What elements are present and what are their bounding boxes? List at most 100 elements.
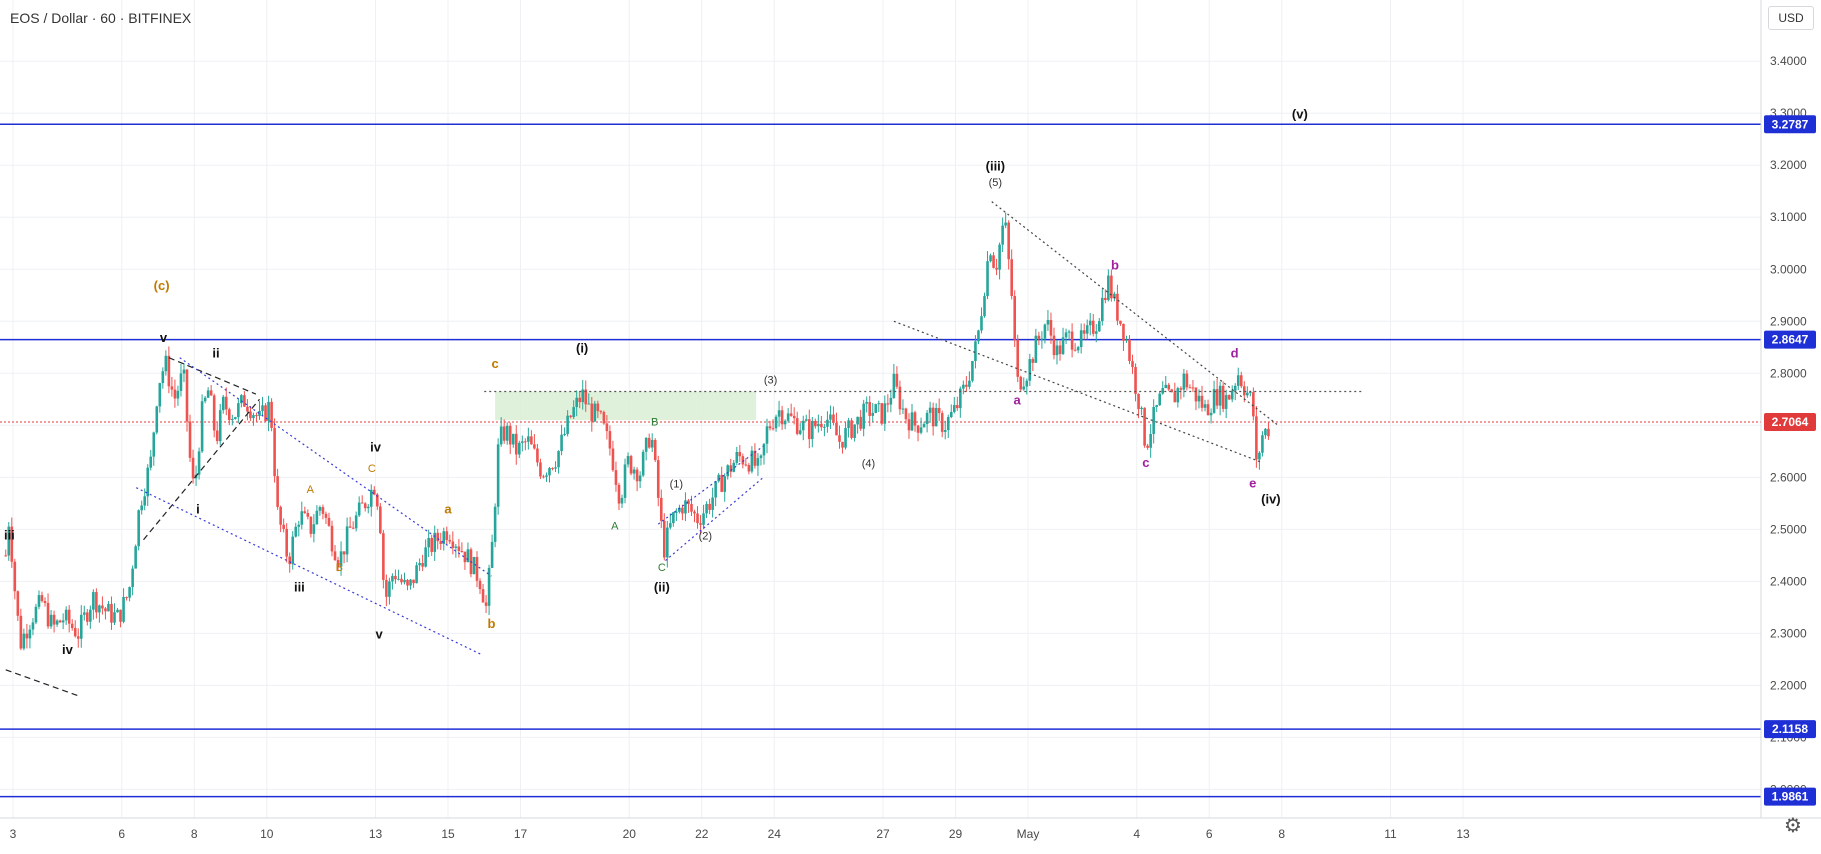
candle-body bbox=[563, 433, 566, 435]
candle-body bbox=[750, 450, 754, 472]
candle-body bbox=[1249, 392, 1252, 394]
candle-body bbox=[826, 419, 829, 427]
candle-body bbox=[1082, 330, 1086, 334]
candle-body bbox=[92, 592, 95, 610]
candle-body bbox=[1176, 388, 1180, 403]
candle-body bbox=[19, 615, 23, 649]
candle-body bbox=[1037, 335, 1041, 340]
candle-body bbox=[418, 562, 421, 566]
candle-body bbox=[176, 390, 180, 399]
candle-body bbox=[1261, 435, 1264, 453]
candle-body bbox=[747, 465, 751, 472]
wave-label: d bbox=[1231, 346, 1239, 361]
candle-body bbox=[874, 404, 878, 413]
candle-body bbox=[339, 551, 343, 567]
candle-body bbox=[865, 402, 868, 404]
candle-body bbox=[759, 455, 763, 459]
candle-body bbox=[273, 427, 276, 477]
candle-body bbox=[617, 484, 621, 504]
candle-body bbox=[696, 513, 699, 524]
candle-body bbox=[282, 524, 285, 529]
time-axis[interactable]: 3 6 8 10 13 15 17 20 22 24 27 29 May 4 6 8 11 13 bbox=[10, 827, 1470, 841]
candle-body bbox=[859, 416, 862, 429]
candle-body bbox=[191, 457, 195, 479]
currency-selector[interactable]: USD bbox=[1768, 6, 1814, 30]
candle-body bbox=[366, 506, 370, 509]
level-price-tag: 2.8647 bbox=[1772, 333, 1809, 347]
candle-body bbox=[995, 267, 998, 270]
candle-body bbox=[714, 481, 717, 498]
candle-body bbox=[1209, 412, 1213, 416]
candle-body bbox=[811, 420, 814, 440]
candle-body bbox=[907, 419, 911, 431]
candle-body bbox=[158, 383, 162, 407]
candle-body bbox=[569, 415, 572, 418]
candle-body bbox=[844, 428, 847, 448]
trendline bbox=[179, 357, 492, 577]
candle-body bbox=[4, 555, 8, 557]
candle-body bbox=[575, 397, 578, 408]
candle-body bbox=[653, 439, 657, 461]
candle-body bbox=[702, 513, 705, 525]
candle-body bbox=[291, 536, 295, 565]
candle-body bbox=[943, 429, 947, 432]
candle-body bbox=[16, 591, 20, 616]
candle-body bbox=[1137, 393, 1140, 410]
trendline bbox=[893, 320, 1261, 463]
candle-body bbox=[49, 614, 53, 627]
candle-body bbox=[632, 469, 636, 474]
wave-label: b bbox=[1111, 257, 1119, 272]
wave-label: C bbox=[658, 562, 666, 574]
candle-body bbox=[357, 502, 361, 516]
candle-body bbox=[602, 412, 606, 424]
candle-body bbox=[173, 389, 177, 399]
candle-body bbox=[379, 506, 382, 534]
trendlines[interactable] bbox=[5, 201, 1362, 697]
wave-label: c bbox=[1142, 455, 1149, 470]
trendline bbox=[168, 357, 257, 395]
candle-body bbox=[67, 609, 71, 624]
candle-body bbox=[986, 261, 989, 297]
trendline bbox=[135, 487, 481, 655]
candle-body bbox=[137, 510, 140, 547]
candle-body bbox=[1233, 385, 1237, 391]
candle-body bbox=[125, 597, 128, 599]
candle-body bbox=[910, 412, 914, 431]
candle-body bbox=[768, 426, 772, 429]
candle-body bbox=[312, 524, 316, 534]
wave-label: b bbox=[488, 616, 496, 631]
candle-body bbox=[1085, 325, 1089, 334]
candle-body bbox=[1185, 373, 1189, 388]
candle-body bbox=[466, 549, 470, 563]
candle-body bbox=[889, 397, 893, 405]
candle-body bbox=[898, 386, 902, 410]
candle-body bbox=[43, 601, 47, 603]
candle-body bbox=[318, 507, 322, 511]
candle-body bbox=[919, 427, 923, 433]
horizontal-levels[interactable] bbox=[0, 123, 1761, 798]
candle-body bbox=[400, 578, 403, 583]
candle-body bbox=[551, 468, 554, 470]
time-tick-label: 4 bbox=[1133, 827, 1140, 841]
candle-body bbox=[862, 403, 865, 429]
candle-body bbox=[1067, 331, 1071, 333]
candle-body bbox=[333, 551, 337, 561]
candle-body bbox=[629, 456, 633, 474]
candle-body bbox=[977, 330, 980, 342]
candle-body bbox=[1258, 452, 1261, 460]
candle-body bbox=[348, 526, 352, 528]
candle-body bbox=[508, 425, 512, 445]
candle-body bbox=[1119, 320, 1122, 324]
candle-body bbox=[983, 296, 986, 317]
candle-body bbox=[1076, 347, 1080, 351]
candle-body bbox=[711, 497, 714, 510]
candle-body bbox=[86, 612, 89, 622]
candle-body bbox=[206, 390, 210, 398]
candle-body bbox=[79, 614, 83, 639]
gear-icon[interactable]: ⚙ bbox=[1784, 813, 1802, 837]
candle-body bbox=[200, 401, 204, 452]
candle-body bbox=[28, 629, 32, 639]
candle-body bbox=[457, 546, 461, 552]
candle-body bbox=[101, 605, 104, 609]
